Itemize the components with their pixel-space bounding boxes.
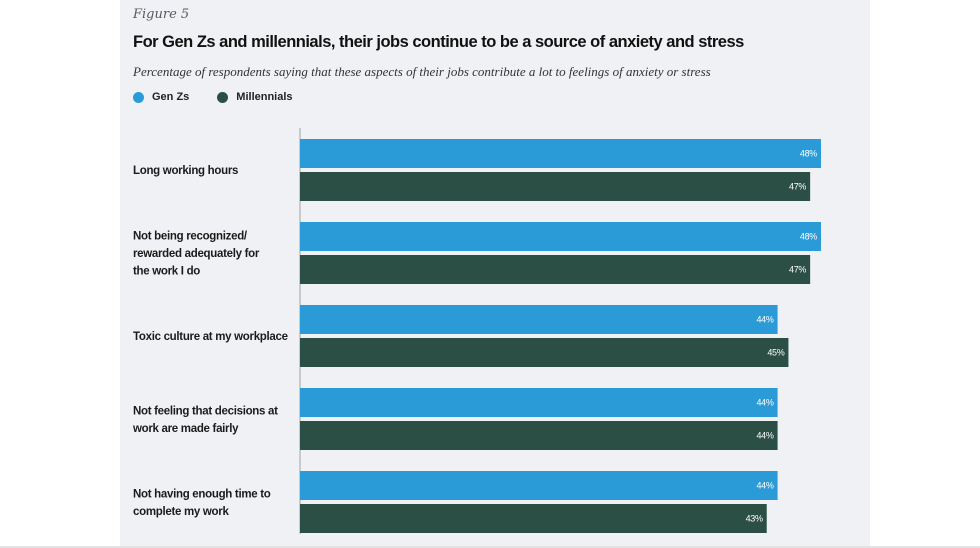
bar-millennials xyxy=(300,338,789,367)
legend: Gen Zs Millennials xyxy=(133,89,321,105)
legend-item-gen-z: Gen Zs xyxy=(133,91,189,103)
legend-item-millennials: Millennials xyxy=(217,91,293,103)
legend-label-gen-z: Gen Zs xyxy=(152,91,190,103)
bar-gen-z xyxy=(300,222,821,251)
data-label: 47% xyxy=(789,182,806,192)
data-label: 44% xyxy=(756,431,773,441)
data-label: 43% xyxy=(746,514,763,524)
data-label: 45% xyxy=(767,348,784,358)
chart-subtitle: Percentage of respondents saying that th… xyxy=(133,64,711,79)
category-label: Not feeling that decisions at work are ma… xyxy=(132,405,278,435)
data-label: 44% xyxy=(756,398,773,408)
bar-millennials xyxy=(300,421,778,450)
bar-millennials xyxy=(300,504,767,533)
bar-gen-z xyxy=(300,471,778,500)
figure-label: Figure 5 xyxy=(133,7,190,22)
bar-millennials xyxy=(300,255,811,284)
legend-label-millennials: Millennials xyxy=(236,91,293,103)
category-label: Not having enough time to complete my wor… xyxy=(133,488,271,518)
bar-gen-z xyxy=(300,305,778,334)
category-label: Toxic culture at my workplace xyxy=(133,331,288,343)
data-label: 44% xyxy=(756,315,773,325)
category-label: Long working hours xyxy=(133,165,238,177)
bar-gen-z xyxy=(300,139,821,168)
data-label: 48% xyxy=(800,232,817,242)
legend-swatch-millennials xyxy=(217,91,229,103)
bar-gen-z xyxy=(300,388,778,417)
legend-swatch-gen-z xyxy=(133,91,144,103)
data-label: 44% xyxy=(756,481,773,491)
data-label: 48% xyxy=(800,149,817,159)
chart-title: For Gen Zs and millennials, their jobs c… xyxy=(133,33,744,51)
category-label: Not being recognized/rewarded adequately… xyxy=(133,231,260,278)
bottom-divider xyxy=(0,546,980,548)
data-label: 47% xyxy=(789,265,806,275)
bar-millennials xyxy=(300,172,811,201)
